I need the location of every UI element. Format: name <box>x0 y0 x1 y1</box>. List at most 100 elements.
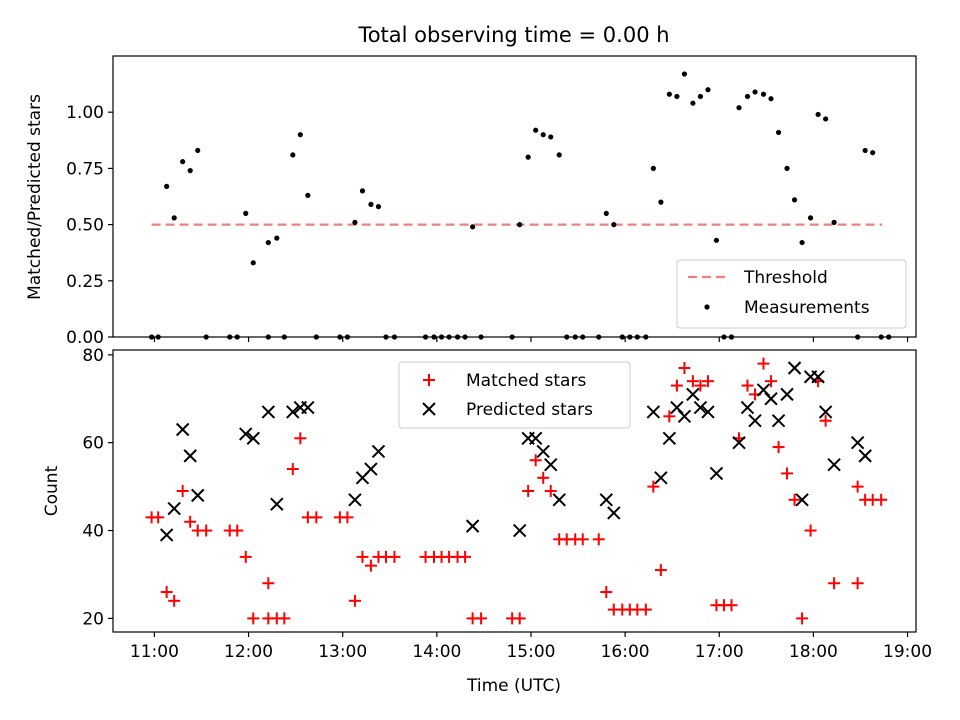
measurement-point <box>265 334 271 340</box>
matched-star-point <box>522 485 535 497</box>
measurement-point <box>799 239 805 246</box>
measurement-point <box>548 134 554 140</box>
measurement-point <box>337 334 343 340</box>
ratio-y-tick-label: 0.25 <box>66 272 104 292</box>
matched-star-point <box>796 612 809 625</box>
measurement-point <box>619 334 625 340</box>
predicted-star-point <box>371 444 386 459</box>
measurement-point <box>658 199 664 205</box>
x-tick-label: 12:00 <box>224 642 273 662</box>
matched-star-point <box>639 603 652 616</box>
matched-star-point <box>765 375 778 388</box>
measurement-point <box>525 154 531 160</box>
predicted-star-point <box>771 414 786 428</box>
matched-star-point <box>694 379 707 392</box>
matched-star-point <box>788 493 801 506</box>
measurement-point <box>721 334 727 340</box>
predicted-star-point <box>850 435 865 450</box>
measurement-point <box>517 222 523 228</box>
measurement-point <box>352 219 358 225</box>
count-y-tick-label: 20 <box>82 609 104 629</box>
count-legend: Matched stars Predicted stars <box>398 361 631 429</box>
x-tick-label: 13:00 <box>318 642 367 662</box>
predicted-legend-label: Predicted stars <box>466 400 593 420</box>
predicted-star-point <box>536 444 550 459</box>
measurement-point <box>234 334 240 340</box>
matched-star-point <box>176 485 189 497</box>
measurement-point <box>375 204 382 210</box>
count-legend-box <box>398 361 631 429</box>
measurement-point <box>290 152 296 158</box>
predicted-star-point <box>780 387 794 402</box>
predicted-star-point <box>348 493 362 507</box>
ratio-y-tick-label: 0.00 <box>66 328 104 348</box>
predicted-star-point <box>301 400 315 415</box>
measurement-point <box>564 334 570 340</box>
matched-star-point <box>231 524 244 537</box>
measurement-point <box>274 235 280 241</box>
measurement-point <box>313 334 319 340</box>
measurement-point <box>171 215 177 221</box>
count-plot-frame <box>112 349 917 633</box>
count-y-tick-label: 60 <box>82 434 104 454</box>
measurement-point <box>768 96 774 102</box>
matched-star-point <box>537 471 550 484</box>
measurement-point <box>533 127 539 133</box>
matched-star-point <box>310 511 323 524</box>
measurement-point <box>187 168 193 174</box>
matched-star-point <box>670 379 683 392</box>
ratio-panel: 0.00 0.25 0.50 0.75 1.00 Matched/Predicted s… <box>25 55 917 348</box>
x-tick-label: 19:00 <box>883 642 932 662</box>
measurement-point <box>744 93 751 100</box>
matched-star-point <box>804 524 817 537</box>
matched-star-point <box>819 414 832 427</box>
matched-star-point <box>247 612 260 625</box>
x-tick-label: 17:00 <box>695 642 744 662</box>
measurement-point <box>611 222 617 228</box>
matched-star-point <box>459 550 472 563</box>
measurement-point <box>265 239 271 246</box>
measurement-point <box>155 334 161 340</box>
figure-title: Total observing time = 0.00 h <box>357 23 669 47</box>
measurement-point <box>690 100 696 106</box>
measurement-point <box>391 334 398 340</box>
predicted-star-point <box>261 405 276 419</box>
predicted-star-point <box>662 431 677 445</box>
matched-star-point <box>364 559 377 572</box>
measurement-point <box>878 334 884 340</box>
measurement-point <box>454 334 461 340</box>
measurement-point <box>422 334 429 340</box>
measurement-point <box>627 334 633 340</box>
matched-star-point <box>663 410 676 423</box>
measurement-point <box>666 91 672 97</box>
measurement-point <box>180 159 186 165</box>
matched-star-point <box>286 463 299 476</box>
ratio-legend: Threshold Measurements <box>676 259 907 329</box>
measurement-point <box>572 334 578 340</box>
predicted-star-point <box>607 506 621 520</box>
measurements-legend-marker <box>704 304 710 310</box>
measurement-point <box>886 334 892 340</box>
measurement-point <box>446 334 452 340</box>
x-tick-label: 16:00 <box>601 642 650 662</box>
measurement-point <box>470 224 476 230</box>
predicted-star-point <box>764 392 778 406</box>
predicted-star-point <box>858 449 872 463</box>
predicted-star-point <box>364 462 378 476</box>
measurement-point <box>383 334 389 340</box>
predicted-star-point <box>654 471 668 485</box>
measurement-point <box>250 260 256 266</box>
x-tick-label: 15:00 <box>506 642 555 662</box>
predicted-star-point <box>599 493 613 507</box>
measurement-point <box>556 152 562 158</box>
matched-star-point <box>200 524 213 537</box>
matched-star-point <box>592 533 605 546</box>
matched-star-point <box>184 515 197 528</box>
measurement-point <box>643 334 649 340</box>
measurement-point <box>775 129 782 136</box>
matched-star-point <box>647 480 660 493</box>
measurement-point <box>580 334 586 340</box>
measurements-legend-label: Measurements <box>744 298 870 318</box>
measurement-point <box>862 147 868 154</box>
